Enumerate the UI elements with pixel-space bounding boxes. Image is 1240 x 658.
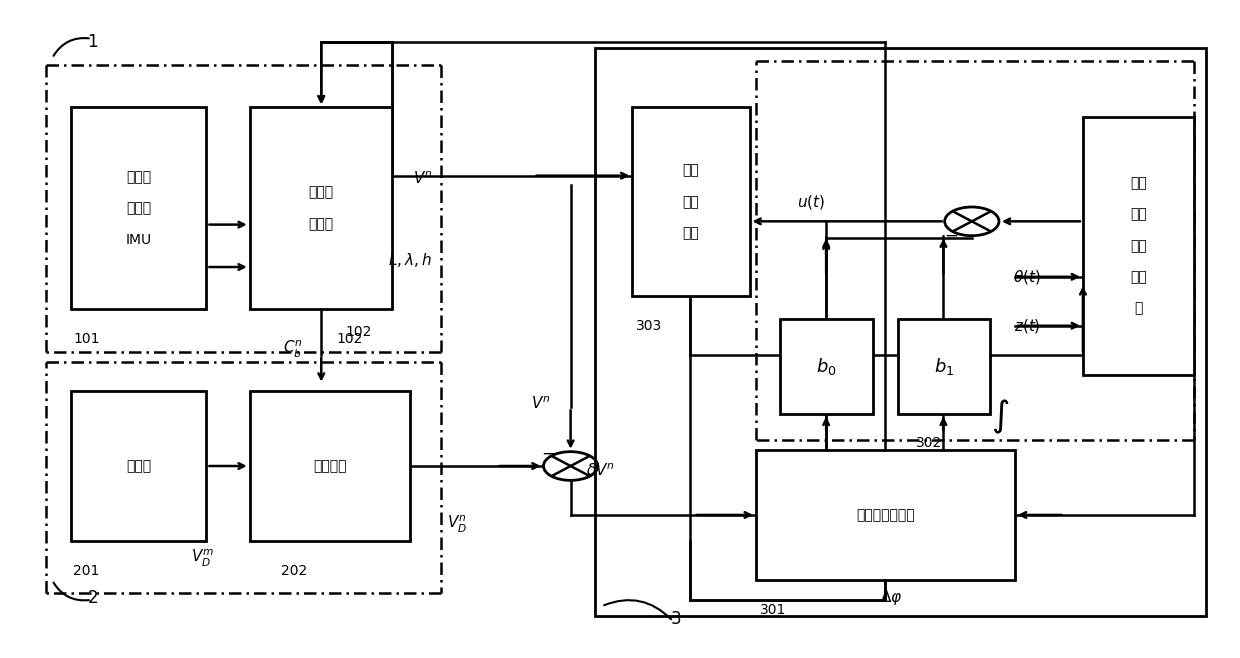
- Text: $b_0$: $b_0$: [816, 356, 837, 377]
- Text: 非线: 非线: [1130, 176, 1147, 190]
- Text: 102: 102: [345, 325, 372, 340]
- Text: 安装矩阵: 安装矩阵: [314, 459, 347, 473]
- FancyBboxPatch shape: [71, 107, 207, 309]
- Text: 误差: 误差: [682, 195, 699, 209]
- Text: 算单元: 算单元: [308, 217, 334, 231]
- Text: 101: 101: [73, 332, 99, 346]
- FancyBboxPatch shape: [249, 107, 392, 309]
- Text: $\Delta\varphi$: $\Delta\varphi$: [880, 588, 903, 607]
- Text: 惯性测: 惯性测: [126, 170, 151, 184]
- Text: 系统: 系统: [682, 226, 699, 240]
- Text: $C_b^n$: $C_b^n$: [283, 340, 303, 361]
- Text: $V^n$: $V^n$: [531, 395, 551, 413]
- Text: $\delta V^n$: $\delta V^n$: [585, 463, 615, 479]
- Text: $\int$: $\int$: [991, 398, 1009, 436]
- Text: $z(t)$: $z(t)$: [1014, 316, 1040, 335]
- Text: $u(t)$: $u(t)$: [797, 193, 826, 211]
- Text: $V^n$: $V^n$: [413, 170, 433, 188]
- Text: $V_D^m$: $V_D^m$: [191, 548, 215, 569]
- Text: 量组件: 量组件: [126, 201, 151, 215]
- Text: 302: 302: [915, 436, 941, 450]
- FancyBboxPatch shape: [756, 449, 1016, 580]
- FancyBboxPatch shape: [632, 107, 750, 296]
- Text: 201: 201: [73, 564, 99, 578]
- Text: $-$: $-$: [542, 444, 556, 462]
- FancyBboxPatch shape: [780, 319, 873, 414]
- Text: 馈: 馈: [1135, 301, 1142, 315]
- Text: 里程计: 里程计: [126, 459, 151, 473]
- FancyBboxPatch shape: [1083, 117, 1194, 374]
- FancyBboxPatch shape: [71, 391, 207, 541]
- FancyBboxPatch shape: [249, 391, 410, 541]
- Text: $b_1$: $b_1$: [934, 356, 955, 377]
- Text: 202: 202: [280, 564, 306, 578]
- FancyBboxPatch shape: [898, 319, 991, 414]
- Text: 301: 301: [759, 603, 786, 617]
- Text: 1: 1: [88, 33, 98, 51]
- Text: 303: 303: [636, 319, 662, 333]
- Text: 性状: 性状: [1130, 207, 1147, 222]
- Text: 惯导: 惯导: [682, 163, 699, 178]
- Text: $-$: $-$: [944, 226, 959, 243]
- Text: $\theta(t)$: $\theta(t)$: [1013, 268, 1042, 286]
- Text: 3: 3: [671, 611, 681, 628]
- Text: IMU: IMU: [125, 233, 151, 247]
- Text: 差反: 差反: [1130, 270, 1147, 284]
- Text: 导航解: 导航解: [308, 186, 334, 199]
- Text: 扩张状态观测器: 扩张状态观测器: [856, 508, 915, 522]
- Text: $V_D^n$: $V_D^n$: [446, 514, 467, 536]
- Text: 态误: 态误: [1130, 239, 1147, 253]
- Text: 102: 102: [336, 332, 362, 346]
- Text: $L,\lambda,h$: $L,\lambda,h$: [388, 251, 432, 270]
- Text: 2: 2: [88, 589, 98, 607]
